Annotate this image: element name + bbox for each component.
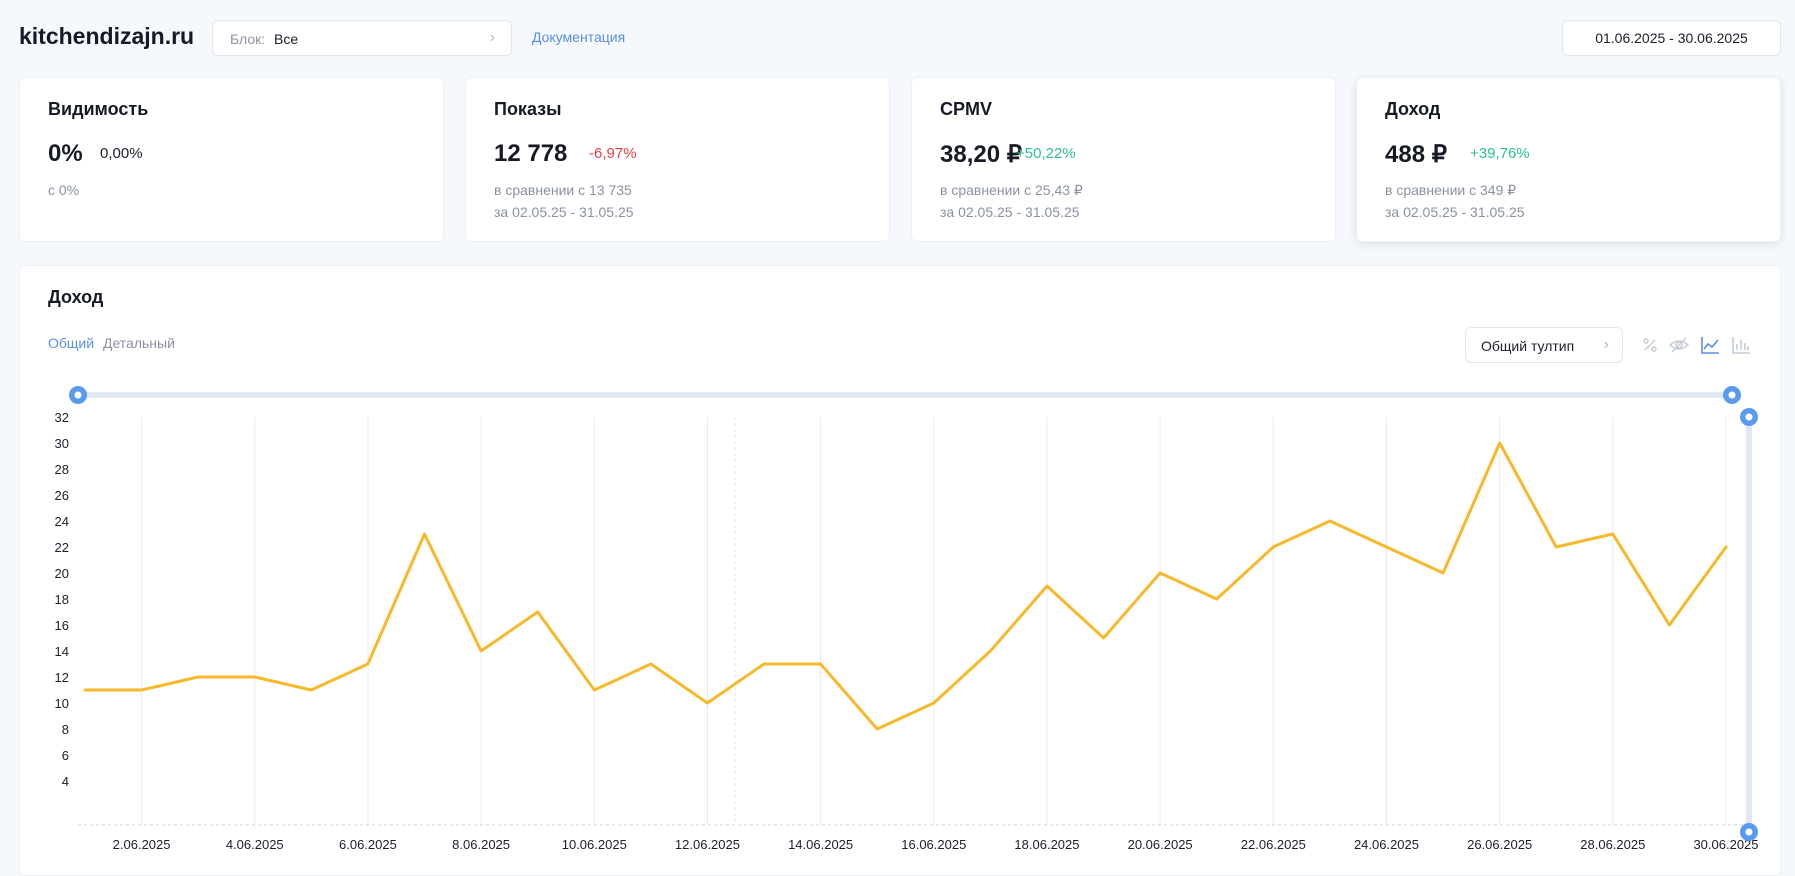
card-title: Доход [1385, 99, 1441, 119]
card-value: 0% [48, 140, 83, 167]
y-tick-label: 4 [62, 774, 69, 789]
percent-icon[interactable] [1639, 334, 1661, 356]
chevron-right-icon: › [489, 29, 495, 46]
card-period: за 02.05.25 - 31.05.25 [1385, 204, 1525, 220]
block-select-value: Все [274, 31, 299, 47]
card-comparison: в сравнении с 13 735 [494, 182, 632, 198]
chevron-right-icon: › [1603, 336, 1609, 353]
x-tick-label: 10.06.2025 [562, 837, 627, 852]
chart-panel-title: Доход [48, 287, 104, 307]
handle-dot [1745, 413, 1753, 421]
card-comparison: в сравнении с 25,43 ₽ [940, 182, 1083, 198]
card-delta: -6,97% [589, 145, 637, 162]
x-tick-label: 8.06.2025 [452, 837, 510, 852]
y-axis-ticks: 4 6 8 10 12 14 16 18 20 22 24 26 28 30 32 [55, 410, 69, 789]
hide-icon[interactable] [1668, 334, 1690, 356]
y-tick-label: 6 [62, 748, 69, 763]
revenue-line [83, 441, 1728, 731]
metric-card-impressions[interactable]: Показы 12 778 -6,97% в сравнении с 13 73… [465, 77, 890, 242]
metric-card-cpmv[interactable]: CPMV 38,20 ₽ +50,22% в сравнении с 25,43… [911, 77, 1336, 242]
y-tick-label: 24 [55, 514, 69, 529]
metric-card-revenue[interactable]: Доход 488 ₽ +39,76% в сравнении с 349 ₽ … [1356, 77, 1781, 242]
y-tick-label: 12 [55, 670, 69, 685]
x-tick-label: 18.06.2025 [1014, 837, 1079, 852]
y-tick-label: 16 [55, 618, 69, 633]
card-period: за 02.05.25 - 31.05.25 [940, 204, 1080, 220]
y-tick-label: 28 [55, 462, 69, 477]
x-tick-label: 14.06.2025 [788, 837, 853, 852]
handle-dot [1745, 828, 1753, 836]
card-title: Показы [494, 99, 562, 119]
card-delta: 0,00% [100, 145, 143, 162]
x-tick-label: 4.06.2025 [226, 837, 284, 852]
card-comparison: в сравнении с 349 ₽ [1385, 182, 1517, 198]
card-value: 38,20 ₽ [940, 141, 1022, 168]
y-tick-label: 30 [55, 436, 69, 451]
y-tick-label: 20 [55, 566, 69, 581]
metric-card-visibility[interactable]: Видимость 0% 0,00% с 0% [19, 77, 444, 242]
card-delta: +39,76% [1470, 145, 1530, 162]
card-period: за 02.05.25 - 31.05.25 [494, 204, 634, 220]
x-tick-label: 30.06.2025 [1693, 837, 1758, 852]
card-value: 488 ₽ [1385, 141, 1447, 168]
handle-dot [1728, 391, 1736, 399]
x-tick-label: 20.06.2025 [1128, 837, 1193, 852]
chart-grid [78, 417, 1748, 826]
x-tick-label: 6.06.2025 [339, 837, 397, 852]
card-title: Видимость [48, 99, 149, 119]
y-tick-label: 10 [55, 696, 69, 711]
handle-dot [74, 391, 82, 399]
top-bar: kitchendizajn.ru Блок: Все › Документаци… [0, 0, 1795, 76]
card-value: 12 778 [494, 140, 568, 167]
y-tick-label: 26 [55, 488, 69, 503]
y-tick-label: 32 [55, 410, 69, 425]
x-tick-label: 16.06.2025 [901, 837, 966, 852]
x-tick-label: 24.06.2025 [1354, 837, 1419, 852]
y-tick-label: 14 [55, 644, 69, 659]
card-delta: +50,22% [1016, 145, 1076, 162]
tab-general[interactable]: Общий [48, 335, 95, 351]
x-tick-label: 12.06.2025 [675, 837, 740, 852]
documentation-link[interactable]: Документация [532, 29, 626, 45]
site-title: kitchendizajn.ru [19, 23, 195, 49]
x-tick-label: 2.06.2025 [113, 837, 171, 852]
line-chart-icon[interactable] [1699, 334, 1721, 356]
date-range-picker[interactable]: 01.06.2025 - 30.06.2025 [1562, 20, 1781, 56]
card-title: CPMV [940, 99, 993, 119]
x-axis-ticks: 2.06.2025 4.06.2025 6.06.2025 8.06.2025 10.0… [113, 837, 1759, 852]
x-tick-label: 22.06.2025 [1241, 837, 1306, 852]
tooltip-mode-value: Общий тултип [1481, 338, 1575, 354]
chart-series [83, 441, 1728, 731]
x-tick-label: 28.06.2025 [1580, 837, 1645, 852]
y-tick-label: 18 [55, 592, 69, 607]
y-tick-label: 22 [55, 540, 69, 555]
chart-range-sliders[interactable] [69, 386, 1758, 841]
tab-detailed[interactable]: Детальный [103, 335, 175, 351]
block-select[interactable]: Блок: Все › [212, 20, 512, 56]
revenue-chart-panel: Доход Общий Детальный Общий тултип › [19, 265, 1781, 876]
x-tick-label: 26.06.2025 [1467, 837, 1532, 852]
block-select-label: Блок: [230, 31, 266, 47]
tooltip-mode-select[interactable]: Общий тултип › [1465, 327, 1623, 363]
y-tick-label: 8 [62, 722, 69, 737]
card-comparison: с 0% [48, 182, 80, 198]
bar-chart-icon[interactable] [1730, 334, 1752, 356]
